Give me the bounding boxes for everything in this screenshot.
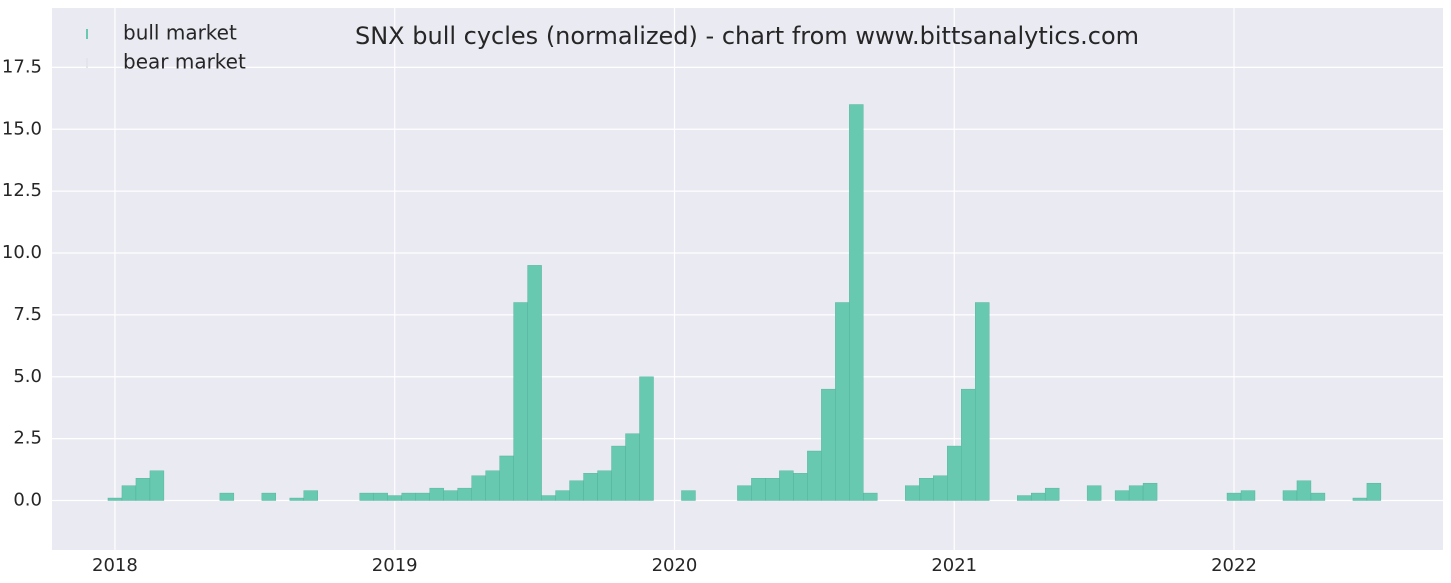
bar xyxy=(611,445,626,501)
bar xyxy=(471,475,486,501)
chart-title: SNX bull cycles (normalized) - chart fro… xyxy=(355,22,1139,50)
y-tick-label: 15.0 xyxy=(2,118,42,139)
x-tick-label: 2019 xyxy=(372,555,418,576)
bar xyxy=(443,490,458,501)
bar xyxy=(1114,490,1130,501)
bar xyxy=(1086,485,1102,501)
bar xyxy=(429,487,444,501)
bar xyxy=(681,490,696,501)
x-tick-label: 2022 xyxy=(1211,555,1257,576)
bar xyxy=(1030,492,1046,501)
bar xyxy=(765,478,780,501)
bar xyxy=(1142,482,1158,501)
bar xyxy=(485,470,500,501)
bar xyxy=(835,302,850,501)
x-tick-label: 2020 xyxy=(652,555,698,576)
bar xyxy=(583,473,598,501)
bar xyxy=(975,302,990,501)
bar xyxy=(807,450,822,501)
bar xyxy=(1240,490,1256,501)
bar xyxy=(1226,492,1242,501)
bar xyxy=(863,492,878,501)
bar xyxy=(639,376,654,501)
bar xyxy=(1366,482,1382,501)
bar xyxy=(541,495,556,501)
bar xyxy=(499,455,514,501)
bar xyxy=(821,388,836,501)
bar xyxy=(793,473,808,501)
bar xyxy=(121,485,137,501)
bar xyxy=(555,490,570,501)
legend-marker xyxy=(86,58,88,68)
y-tick-label: 0.0 xyxy=(13,490,42,511)
bar xyxy=(1044,487,1060,501)
y-tick-label: 17.5 xyxy=(2,56,42,77)
bar xyxy=(387,495,402,501)
bar xyxy=(919,478,934,501)
y-tick-label: 5.0 xyxy=(13,366,42,387)
bar xyxy=(905,485,920,501)
legend-label: bull market xyxy=(123,21,237,45)
bar xyxy=(779,470,794,501)
legend-label: bear market xyxy=(123,50,246,74)
legend-marker xyxy=(86,29,88,39)
bar xyxy=(527,265,542,501)
bar xyxy=(849,104,864,501)
bar xyxy=(401,492,416,501)
bar xyxy=(219,492,235,501)
bar xyxy=(457,487,472,501)
bar xyxy=(415,492,430,501)
bar xyxy=(737,485,752,501)
bar xyxy=(359,492,374,501)
y-tick-label: 7.5 xyxy=(13,304,42,325)
bar xyxy=(1128,485,1144,501)
bar xyxy=(373,492,388,501)
plot-area xyxy=(52,8,1443,550)
bar xyxy=(513,302,528,501)
x-tick-label: 2021 xyxy=(931,555,977,576)
bar xyxy=(107,497,123,501)
bar xyxy=(135,478,151,501)
bar xyxy=(1282,490,1298,501)
bar xyxy=(1310,492,1326,501)
bar xyxy=(261,492,277,501)
bar xyxy=(1296,480,1312,501)
y-tick-label: 12.5 xyxy=(2,180,42,201)
x-tick-label: 2018 xyxy=(92,555,138,576)
bar xyxy=(597,470,612,501)
bar xyxy=(289,497,304,501)
bar xyxy=(933,475,948,501)
bar xyxy=(1016,495,1032,501)
bar xyxy=(149,470,165,501)
y-tick-label: 2.5 xyxy=(13,428,42,449)
bar xyxy=(569,480,584,501)
bar xyxy=(303,490,318,501)
bar xyxy=(947,445,962,501)
y-tick-label: 10.0 xyxy=(2,242,42,263)
bar xyxy=(751,478,766,501)
bar xyxy=(625,433,640,501)
bar xyxy=(1352,497,1368,501)
bar xyxy=(961,388,976,501)
